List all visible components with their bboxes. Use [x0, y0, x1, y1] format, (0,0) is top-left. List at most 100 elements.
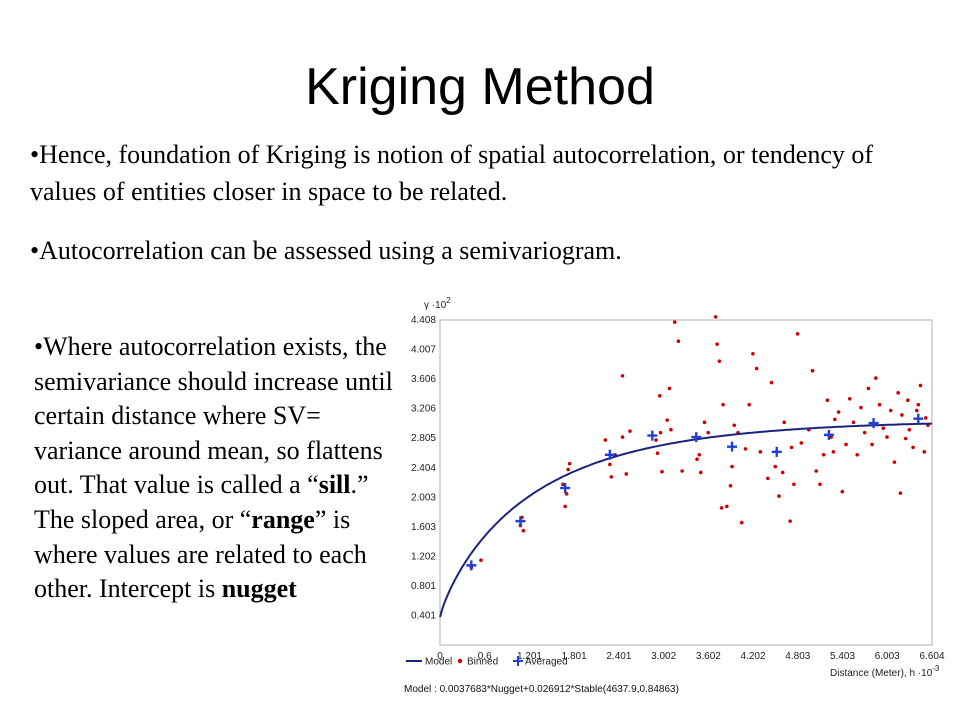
binned-point [563, 504, 567, 509]
binned-point [665, 418, 670, 422]
binned-point [859, 405, 863, 410]
binned-point [698, 470, 703, 475]
bullet-kriging-foundation: •Hence, foundation of Kriging is notion … [30, 140, 874, 206]
binned-point [732, 423, 737, 428]
binned-point [844, 442, 848, 447]
binned-point [877, 402, 882, 407]
term-sill: sill [318, 470, 351, 500]
binned-point [624, 472, 629, 476]
semivariogram-chart: γ ·102 0.401 0.801 1.202 1.603 2.003 2.404 2.8… [400, 292, 960, 702]
binned-point [766, 476, 770, 481]
averaged-point [515, 516, 526, 527]
binned-point [730, 464, 734, 469]
binned-point [923, 416, 928, 420]
binned-point [818, 482, 822, 487]
binned-point [829, 435, 833, 439]
x-tick-label: 3.602 [696, 651, 721, 662]
binned-point [780, 470, 785, 475]
binned-point [825, 398, 830, 403]
binned-point [603, 438, 608, 442]
averaged-point [727, 441, 738, 452]
averaged-point [913, 413, 924, 424]
binned-point [788, 519, 792, 523]
x-tick-label: 2.401 [606, 651, 631, 662]
binned-point [658, 430, 663, 435]
binned-point [911, 445, 915, 450]
binned-point [728, 483, 733, 488]
binned-point [795, 332, 800, 336]
x-tick-label: 6.003 [875, 651, 900, 662]
y-tick-label: 2.003 [411, 492, 436, 503]
binned-point [885, 435, 889, 439]
model-curve [439, 422, 932, 618]
averaged-point [771, 446, 782, 457]
binned-point [847, 396, 852, 401]
binned-point [667, 386, 672, 391]
binned-point [855, 452, 860, 457]
averaged-point [868, 418, 879, 429]
binned-point [789, 445, 794, 450]
y-tick-label: 1.202 [411, 551, 436, 562]
binned-point [777, 494, 781, 498]
model-equation: Model : 0.0037683*Nugget+0.026912*Stable… [404, 684, 679, 695]
x-tick-label: 0.6 [478, 651, 492, 662]
binned-point [751, 351, 755, 356]
binned-point [620, 374, 625, 378]
binned-point [655, 451, 660, 456]
bullet-text-part-2: .” The sloped area, or “ [34, 470, 369, 534]
binned-point [898, 491, 903, 495]
binned-point [862, 430, 867, 435]
chart-legend: Model Binned Averaged [406, 656, 568, 668]
binned-point [521, 528, 526, 533]
y-tick-label: 0.801 [411, 581, 436, 592]
y-tick-label: 2.404 [411, 463, 436, 474]
binned-point [695, 457, 699, 462]
binned-point [906, 398, 910, 403]
x-tick-label: 6.604 [919, 651, 944, 662]
binned-point [725, 504, 729, 509]
legend-label: Binned [467, 657, 498, 668]
binned-point [702, 420, 707, 425]
binned-point [672, 320, 677, 324]
binned-point [773, 464, 778, 469]
binned-point [721, 402, 725, 407]
slide-title: Kriging Method [305, 58, 655, 116]
bullet-text-part-1: •Where autocorrelation exists, the semiv… [34, 332, 393, 500]
binned-point [628, 429, 632, 433]
averaged-points [466, 413, 924, 571]
binned-point [874, 376, 878, 380]
x-tick-label: 1.201 [517, 651, 542, 662]
binned-point [896, 391, 900, 395]
binned-point [769, 380, 774, 385]
binned-point [915, 408, 919, 413]
bullet-semivariogram: •Autocorrelation can be assessed using a… [30, 236, 622, 265]
binned-point [609, 475, 614, 479]
averaged-point [691, 432, 702, 443]
binned-point [831, 450, 836, 454]
binned-point [810, 368, 815, 373]
averaged-point [647, 430, 658, 441]
binned-point [657, 393, 662, 398]
binned-point [866, 386, 871, 391]
binned-point [697, 452, 702, 457]
binned-point [903, 436, 908, 441]
binned-point [814, 469, 819, 473]
binned-point [840, 489, 845, 494]
y-tick-label: 4.408 [411, 315, 436, 326]
legend-binned-swatch [457, 658, 463, 664]
legend-label: Model [425, 657, 452, 668]
binned-point [479, 558, 483, 563]
y-tick-label: 3.206 [411, 404, 436, 415]
x-axis-label: Distance (Meter), h ·10-3 [830, 664, 940, 679]
term-range: range [251, 504, 315, 534]
binned-point [916, 402, 921, 407]
y-tick-label: 2.805 [411, 433, 436, 444]
binned-point [676, 339, 681, 344]
bullet-sill-range-nugget: •Where autocorrelation exists, the semiv… [34, 330, 394, 607]
binned-point [758, 450, 763, 454]
binned-point [717, 359, 722, 363]
y-tick-label: 4.007 [411, 345, 436, 356]
averaged-point [560, 482, 571, 493]
binned-point [821, 452, 826, 457]
x-tick-label: 4.202 [741, 651, 766, 662]
